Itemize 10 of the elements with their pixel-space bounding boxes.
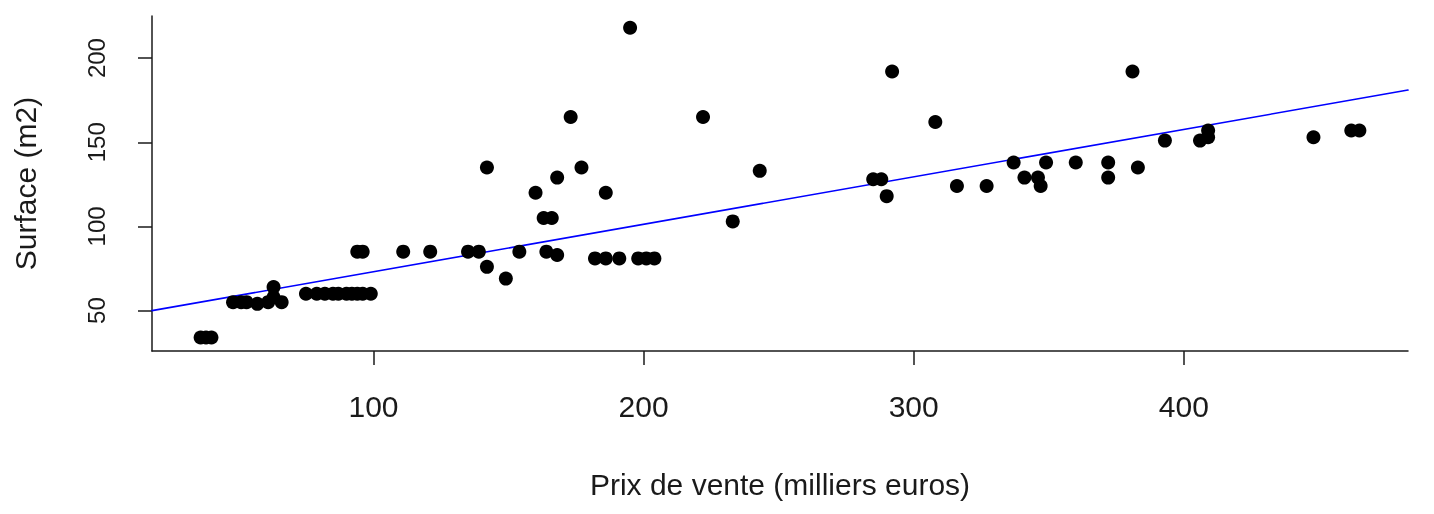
y-tick-label: 50 xyxy=(82,297,110,324)
y-tick-label: 100 xyxy=(82,206,110,247)
y-tick-label: 150 xyxy=(82,122,110,163)
y-axis-title: Surface (m2) xyxy=(8,96,42,271)
y-tick-label: 200 xyxy=(82,38,110,79)
x-tick-label: 100 xyxy=(348,389,399,423)
x-tick-label: 200 xyxy=(618,389,669,423)
x-tick-label: 300 xyxy=(888,389,939,423)
x-axis-title: Prix de vente (milliers euros) xyxy=(589,467,971,501)
x-tick-label: 400 xyxy=(1158,389,1209,423)
